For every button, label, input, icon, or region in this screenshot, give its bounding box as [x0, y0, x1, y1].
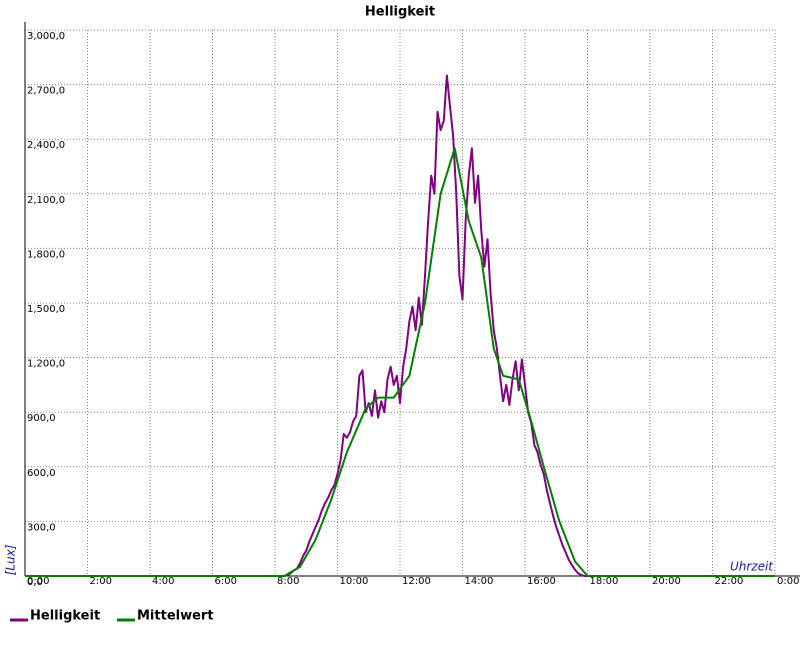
chart-title: Helligkeit [365, 5, 435, 20]
x-tick-label: 14:00 [465, 576, 494, 587]
y-tick-label: 600,0 [27, 468, 56, 479]
x-tick-label: 16:00 [527, 576, 556, 587]
x-tick-label: 10:00 [340, 576, 369, 587]
data-line [25, 147, 775, 577]
data-line [25, 74, 775, 577]
y-tick-label: 1,800,0 [27, 249, 65, 260]
x-tick-label: 8:00 [277, 576, 299, 587]
y-tick-label: 900,0 [27, 413, 56, 424]
x-tick-label: 6:00 [215, 576, 237, 587]
x-tick-label: 2:00 [90, 576, 112, 587]
x-tick-label: 0:00 [777, 576, 799, 587]
y-tick-label: 2,400,0 [27, 140, 65, 151]
x-axis-label: Uhrzeit [730, 560, 774, 574]
y-tick-label: 1,200,0 [27, 359, 65, 370]
x-tick-label: 22:00 [715, 576, 744, 587]
y-tick-label: 3,000,0 [27, 31, 65, 42]
x-tick-label: 0:00 [27, 576, 49, 587]
y-axis-label: [Lux] [4, 544, 18, 575]
legend-label: Mittelwert [137, 609, 214, 624]
x-tick-label: 18:00 [590, 576, 619, 587]
x-tick-label: 4:00 [152, 576, 174, 587]
x-tick-label: 20:00 [652, 576, 681, 587]
y-tick-label: 0,0 [27, 577, 43, 588]
y-tick-label: 2,100,0 [27, 195, 65, 206]
y-tick-label: 1,500,0 [27, 304, 65, 315]
y-tick-label: 300,0 [27, 522, 56, 533]
y-tick-label: 2,700,0 [27, 86, 65, 97]
x-tick-label: 12:00 [402, 576, 431, 587]
legend-label: Helligkeit [30, 609, 100, 624]
